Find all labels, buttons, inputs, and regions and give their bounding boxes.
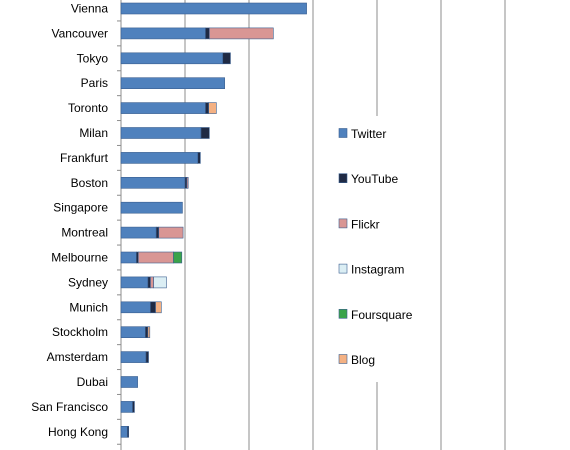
bar-twitter-vancouver xyxy=(120,27,206,40)
bar-youtube-san-francisco xyxy=(132,401,135,413)
category-label: Stockholm xyxy=(52,325,108,339)
category-label: Milan xyxy=(79,126,108,140)
category-label: Dubai xyxy=(77,375,108,389)
legend-label-twitter: Twitter xyxy=(351,127,386,141)
bar-twitter-melbourne xyxy=(120,251,137,264)
bar-flickr-sydney xyxy=(150,276,154,289)
category-label: Melbourne xyxy=(51,251,108,265)
bar-foursquare-melbourne xyxy=(173,251,183,264)
legend-label-instagram: Instagram xyxy=(351,263,404,277)
category-label: Tokyo xyxy=(77,51,109,65)
bar-twitter-milan xyxy=(120,127,202,139)
category-label: Vancouver xyxy=(52,26,108,40)
bar-youtube-vancouver xyxy=(205,27,210,40)
category-labels: Vienna Vancouver Tokyo Paris Toronto Milan Fra… xyxy=(31,2,108,439)
legend-label-foursquare: Foursquare xyxy=(351,308,413,322)
category-label: Vienna xyxy=(71,2,108,16)
gridlines xyxy=(184,0,506,450)
bar-twitter-munich xyxy=(120,301,151,314)
category-label: Paris xyxy=(81,76,108,90)
bar-twitter-san-francisco xyxy=(120,401,133,413)
bar-blog-stockholm xyxy=(147,326,151,339)
bar-flickr-boston xyxy=(186,177,189,189)
legend-swatch-youtube xyxy=(338,173,348,183)
bars xyxy=(120,2,307,438)
bar-instagram-sydney xyxy=(153,276,167,289)
bar-youtube-amsterdam xyxy=(145,351,149,363)
legend: Twitter YouTube Flickr Instagram Foursquare B… xyxy=(338,127,413,367)
bar-twitter-amsterdam xyxy=(120,351,147,363)
category-label: Boston xyxy=(71,176,108,190)
bar-flickr-montreal xyxy=(158,226,184,239)
bar-youtube-hong-kong xyxy=(127,425,129,438)
legend-label-blog: Blog xyxy=(351,353,375,367)
bar-twitter-frankfurt xyxy=(120,152,199,164)
category-label: San Francisco xyxy=(31,400,108,414)
category-label: Sydney xyxy=(68,275,108,289)
legend-label-youtube: YouTube xyxy=(351,172,398,186)
legend-swatch-blog xyxy=(338,354,348,364)
bar-youtube-tokyo xyxy=(222,52,231,65)
bar-youtube-milan xyxy=(200,127,210,139)
axis xyxy=(117,0,122,450)
legend-swatch-twitter xyxy=(338,128,348,138)
category-label: Frankfurt xyxy=(60,151,109,165)
legend-label-flickr: Flickr xyxy=(351,217,380,231)
legend-swatch-flickr xyxy=(338,218,348,229)
bar-youtube-sydney xyxy=(147,276,151,289)
bar-twitter-vienna xyxy=(120,2,307,15)
bar-twitter-paris xyxy=(120,77,225,89)
bar-youtube-toronto xyxy=(205,102,209,114)
bar-youtube-montreal xyxy=(155,226,160,239)
bar-youtube-stockholm xyxy=(145,326,149,339)
bar-twitter-montreal xyxy=(120,226,157,239)
category-label: Toronto xyxy=(68,101,108,115)
legend-background xyxy=(326,116,436,382)
bar-blog-toronto xyxy=(208,102,217,114)
bar-twitter-singapore xyxy=(120,201,183,214)
bar-twitter-tokyo xyxy=(120,52,224,65)
bar-twitter-stockholm xyxy=(120,326,146,339)
category-label: Singapore xyxy=(53,201,108,215)
bar-flickr-melbourne xyxy=(137,251,174,264)
bar-youtube-frankfurt xyxy=(197,152,201,164)
bar-youtube-munich xyxy=(150,301,156,314)
bar-twitter-hong-kong xyxy=(120,425,128,438)
category-label: Munich xyxy=(69,300,108,314)
bar-blog-munich xyxy=(155,301,162,314)
bar-twitter-sydney xyxy=(120,276,149,289)
legend-swatch-foursquare xyxy=(338,308,348,319)
category-label: Montreal xyxy=(61,226,108,240)
bar-twitter-toronto xyxy=(120,102,206,114)
category-label: Amsterdam xyxy=(47,350,108,364)
bar-flickr-vancouver xyxy=(209,27,274,40)
legend-swatch-instagram xyxy=(338,263,348,274)
bar-twitter-dubai xyxy=(120,376,138,388)
bar-twitter-boston xyxy=(120,177,186,189)
category-label: Hong Kong xyxy=(48,425,108,439)
